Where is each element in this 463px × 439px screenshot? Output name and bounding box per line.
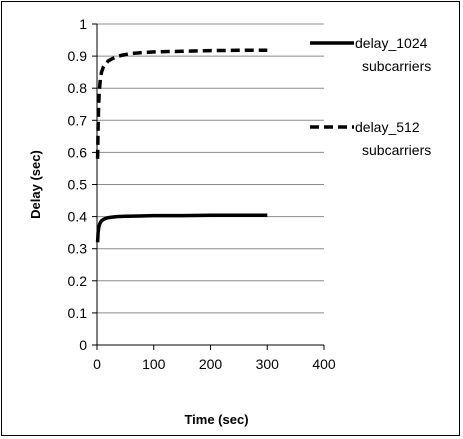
series-line-2 [95,48,268,159]
y-tick-label: 0.7 [68,112,88,128]
legend-label-1: subcarriers [362,58,431,74]
y-tick-label: 0 [79,337,87,353]
y-tick-label: 0.5 [68,177,88,193]
x-tick-labels: 0 100 200 300 400 [93,356,336,372]
x-axis-label: Time (sec) [184,412,248,427]
y-tick-label: 0.9 [68,48,88,64]
series-line-1 [95,213,268,243]
y-tick-label: 0.3 [68,241,88,257]
legend-label-2: subcarriers [362,142,431,158]
y-tick-label: 0.6 [68,144,88,160]
legend-label-2: delay_512 [355,119,420,135]
y-tick-label: 0.8 [68,80,88,96]
x-tick-label: 0 [93,356,101,372]
x-tick-label: 200 [199,356,223,372]
y-axis-label: Delay (sec) [28,150,43,219]
series-lines [95,48,268,243]
y-tick-label: 0.2 [68,273,88,289]
y-tick-label: 1 [79,16,87,32]
legend: delay_1024 subcarriers delay_512 subcarrier… [310,35,431,158]
y-tick-labels: 0 0.1 0.2 0.3 0.4 0.5 0.6 0.7 0.8 0.9 1 [68,16,88,353]
x-tick-label: 300 [256,356,280,372]
y-tick-label: 0.1 [68,305,88,321]
x-tick-label: 100 [142,356,166,372]
y-tick-label: 0.4 [68,209,88,225]
legend-label-1: delay_1024 [355,35,428,51]
gridlines [92,23,325,350]
x-tick-label: 400 [312,356,336,372]
